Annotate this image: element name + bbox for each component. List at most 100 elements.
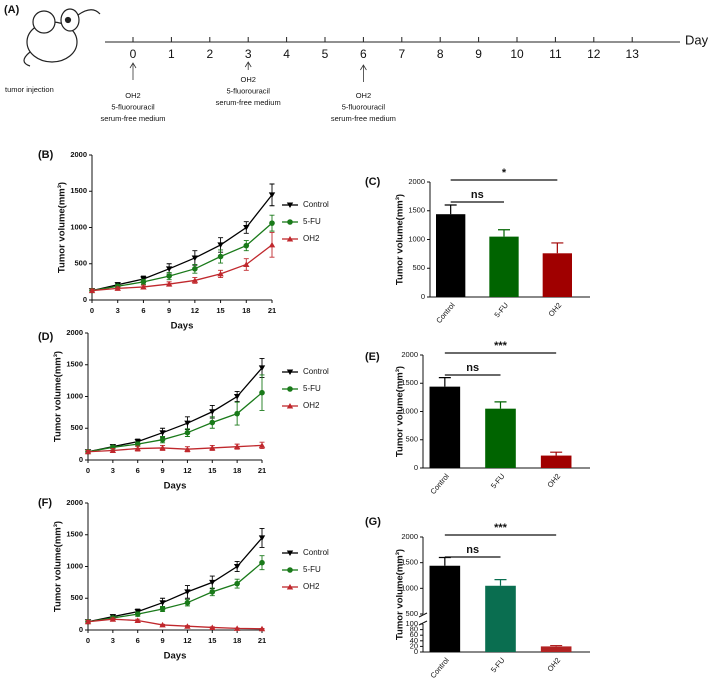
timeline-day: 8	[437, 47, 444, 61]
injection-label: tumor injection	[5, 85, 54, 94]
series-line	[91, 244, 273, 292]
bar	[489, 236, 519, 297]
marker	[209, 409, 216, 415]
marker	[184, 623, 191, 629]
marker	[259, 559, 265, 566]
series-line	[87, 562, 263, 623]
marker	[258, 625, 266, 632]
treatment-text: 5-fluorouracil	[111, 102, 155, 111]
marker	[209, 624, 216, 630]
x-tick-label: Control	[428, 472, 451, 497]
treatment-text: OH2	[240, 75, 255, 84]
marker	[192, 266, 198, 272]
panel-label: (D)	[38, 331, 54, 343]
marker	[114, 285, 121, 291]
timeline-day: 11	[549, 47, 562, 61]
y-tick-label: 2000	[408, 177, 425, 186]
legend-marker	[287, 219, 293, 225]
marker	[258, 442, 266, 448]
y-tick-label: 1500	[401, 378, 418, 387]
x-tick-label: 12	[183, 466, 191, 475]
marker	[268, 192, 276, 198]
legend-marker	[287, 386, 293, 392]
y-tick-label: 500	[405, 609, 418, 618]
x-tick-label: 5-FU	[489, 472, 507, 491]
panel-label: (F)	[38, 497, 52, 509]
treatment-text: OH2	[356, 91, 371, 100]
legend-label: OH2	[303, 582, 320, 591]
timeline-day: 3	[245, 47, 252, 61]
x-tick-label: 18	[242, 306, 250, 315]
error-bar	[438, 377, 451, 387]
x-tick-label: 18	[233, 636, 241, 645]
marker	[184, 446, 191, 452]
legend-label: OH2	[303, 234, 320, 243]
x-tick-label: 12	[191, 306, 199, 315]
x-tick-label: 0	[86, 466, 90, 475]
series-line	[87, 537, 263, 623]
x-tick-label: OH2	[545, 472, 562, 490]
x-tick-label: 21	[258, 636, 266, 645]
x-tick-label: Control	[434, 301, 457, 326]
marker	[209, 589, 216, 595]
x-tick-label: 6	[136, 466, 140, 475]
legend-marker	[287, 567, 293, 573]
bar	[540, 455, 572, 468]
series-line	[87, 618, 263, 630]
marker	[217, 270, 224, 277]
y-tick-label: 2000	[66, 498, 83, 507]
y-tick-label: 0	[421, 292, 425, 301]
legend-label: Control	[303, 200, 329, 209]
arrow-head	[360, 64, 367, 71]
marker	[209, 579, 216, 586]
x-tick-label: 6	[141, 306, 145, 315]
significance-label: *	[502, 167, 507, 179]
y-tick-label: 2000	[66, 328, 83, 337]
marker	[84, 448, 92, 455]
error-bar	[551, 242, 564, 254]
y-tick-label: 500	[405, 435, 418, 444]
y-tick-label: 500	[74, 259, 87, 268]
y-tick-label: 1000	[66, 561, 83, 570]
x-tick-label: 15	[208, 636, 216, 645]
y-tick-label: 1000	[70, 222, 87, 231]
error-bar	[550, 644, 563, 647]
x-tick-label: 3	[111, 636, 115, 645]
x-axis-label: Days	[164, 481, 187, 492]
treatment-text: 5-fluorouracil	[342, 102, 386, 111]
marker	[184, 429, 191, 436]
bar	[485, 408, 516, 468]
error-bar	[444, 204, 457, 215]
marker	[209, 444, 216, 451]
legend-marker	[286, 369, 294, 375]
marker	[269, 220, 275, 226]
arrow-head	[244, 61, 252, 68]
legend-label: 5-FU	[303, 217, 321, 226]
marker	[165, 281, 173, 287]
timeline-unit: Day	[685, 32, 709, 47]
y-axis-label: Tumor volume(mm³)	[395, 194, 406, 285]
marker	[233, 443, 241, 450]
treatment-text: serum-free medium	[216, 98, 281, 107]
y-tick-label: 1500	[66, 530, 83, 539]
marker	[184, 589, 191, 595]
marker	[88, 287, 96, 294]
marker	[134, 441, 141, 447]
y-tick-label: 1500	[66, 360, 83, 369]
marker	[184, 420, 191, 427]
error-bar	[550, 451, 563, 456]
marker	[165, 266, 173, 272]
y-tick-label: 500	[412, 263, 425, 272]
legend-marker	[286, 202, 294, 208]
x-tick-label: 0	[90, 306, 94, 315]
x-tick-label: 3	[111, 466, 115, 475]
marker	[217, 242, 224, 248]
x-axis-label: Days	[164, 651, 187, 662]
panel-label: (G)	[365, 516, 381, 528]
series-line	[87, 444, 263, 453]
error-bar	[438, 556, 451, 566]
timeline-day: 2	[206, 47, 213, 61]
y-tick-label: 0	[79, 625, 83, 634]
y-axis-label: Tumor volume(mm³)	[53, 351, 64, 442]
